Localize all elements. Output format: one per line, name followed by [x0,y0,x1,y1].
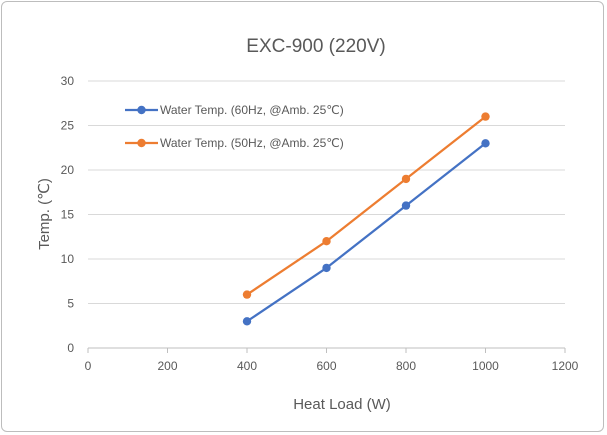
y-tick-label: 0 [67,341,74,355]
series-lines [242,112,490,326]
x-tick-label: 400 [237,359,257,373]
y-tick-label: 15 [61,208,75,222]
legend: Water Temp. (60Hz, @Amb. 25℃) Water Temp.… [125,103,344,150]
data-point [242,290,252,299]
data-point [242,317,252,326]
legend-label-1: Water Temp. (60Hz, @Amb. 25℃) [160,103,344,117]
legend-label-2: Water Temp. (50Hz, @Amb. 25℃) [160,136,344,150]
data-point [481,139,490,148]
data-point [322,263,331,273]
x-tick-label: 600 [316,359,336,373]
legend-marker-1 [137,105,146,115]
y-axis-label: Temp. (℃) [36,178,53,250]
axes [87,347,566,353]
series-line-1 [246,142,487,323]
data-point [401,201,411,210]
y-tick-labels: 0 5 10 15 20 25 30 [61,74,75,355]
x-axis-label: Heat Load (W) [293,396,391,413]
y-tick-label: 10 [61,252,75,266]
chart-title: EXC-900 (220V) [246,36,385,57]
y-tick-label: 20 [61,163,75,177]
data-point [322,237,331,246]
x-tick-label: 800 [396,359,416,373]
x-tick-label: 1000 [472,359,499,373]
data-point [481,112,490,121]
y-tick-label: 25 [61,119,75,133]
data-point [401,174,411,184]
gridlines [88,80,565,304]
x-tick-label: 1200 [552,359,579,373]
y-tick-label: 5 [67,297,74,311]
x-tick-labels: 0 200 400 600 800 1000 1200 [85,359,579,373]
x-tick-label: 0 [85,359,92,373]
legend-marker-2 [137,138,146,148]
x-tick-label: 200 [157,359,177,373]
y-tick-label: 30 [61,74,75,88]
series-line-2 [246,115,487,296]
